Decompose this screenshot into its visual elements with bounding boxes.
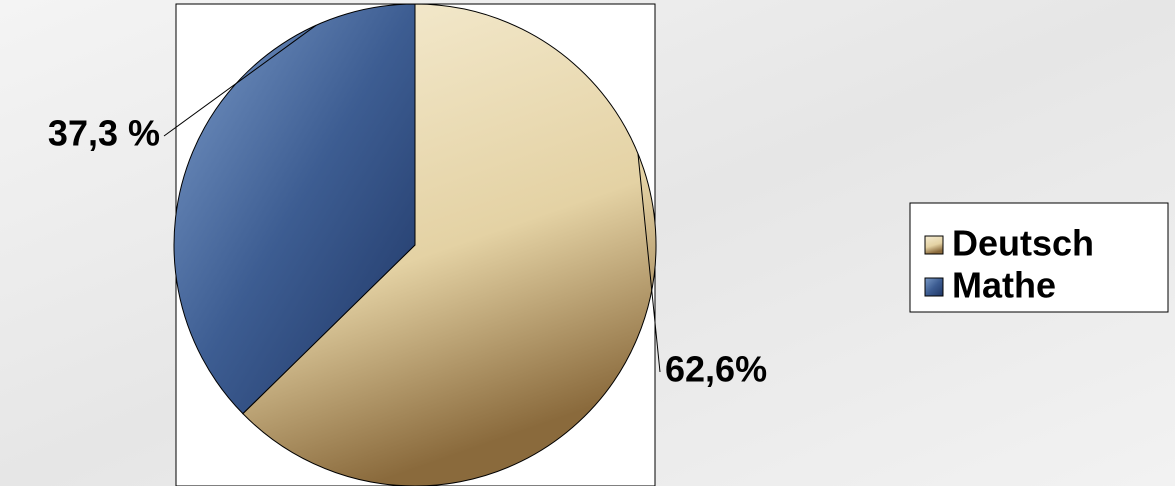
legend-swatch — [924, 235, 944, 255]
leader-line — [163, 24, 317, 137]
data-label: 62,6% — [665, 349, 767, 390]
data-label: 37,3 % — [48, 113, 160, 154]
legend-box — [909, 202, 1169, 313]
legend-label: Deutsch — [952, 223, 1094, 264]
legend-label: Mathe — [952, 265, 1056, 306]
leader-line — [637, 153, 661, 373]
legend-swatch — [924, 277, 944, 297]
pie-slice — [173, 3, 416, 415]
pie-slice — [242, 3, 657, 486]
